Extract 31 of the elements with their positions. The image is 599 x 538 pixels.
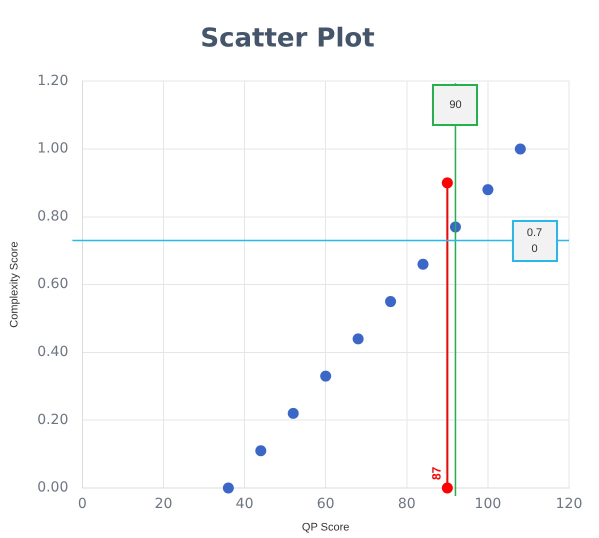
point [482, 184, 494, 196]
x-tick-label: 80 [398, 496, 416, 512]
x-tick-label: 120 [556, 496, 582, 512]
x-tick-label: 0 [78, 496, 87, 512]
x-tick-label: 40 [236, 496, 254, 512]
point [385, 296, 396, 308]
y-tick-label: 0.00 [37, 480, 68, 496]
point [288, 408, 299, 419]
y-tick-label: 1.20 [37, 72, 68, 89]
y-axis-title: Complexity Score [8, 242, 21, 328]
x-tick-label: 100 [474, 496, 502, 512]
x-tick-label: 60 [316, 496, 335, 512]
point [352, 333, 364, 344]
y-tick-label: 1.00 [37, 140, 68, 157]
callout-box: 90 [432, 84, 478, 126]
y-tick-label: 0.40 [37, 344, 68, 360]
annotation: 87 [430, 466, 444, 480]
point [418, 258, 429, 270]
x-axis-title: QP Score [302, 521, 350, 534]
point [222, 482, 234, 494]
y-tick-label: 0.60 [37, 276, 68, 292]
callout-box: 0.70 [512, 220, 558, 262]
y-tick-label: 0.80 [37, 208, 68, 224]
x-tick-label: 20 [154, 496, 172, 512]
point [442, 482, 453, 494]
point [320, 370, 332, 382]
y-tick-label: 0.20 [37, 412, 68, 428]
point [514, 144, 526, 154]
point [442, 177, 453, 188]
point [255, 445, 266, 456]
chart-title: Scatter Plot [200, 23, 375, 54]
